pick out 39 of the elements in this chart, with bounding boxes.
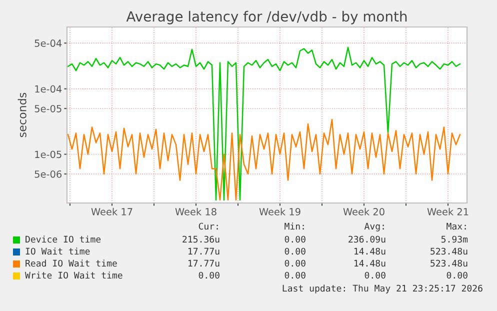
text: 523.48u xyxy=(430,248,468,255)
x-tick-label: Week 18 xyxy=(175,208,216,216)
text: 17.77u xyxy=(188,260,220,267)
legend-label: IO Wait time xyxy=(26,248,90,255)
text: 0.00 xyxy=(284,236,306,243)
text: 14.48u xyxy=(354,248,386,255)
text: 0.00 xyxy=(284,260,306,267)
x-tick-label: Week 21 xyxy=(427,208,468,216)
y-tick-label: 5e-05 xyxy=(34,104,62,112)
x-tick-label: Week 19 xyxy=(259,208,300,216)
text: 0.00 xyxy=(284,248,306,255)
text: Avg: xyxy=(364,222,384,232)
text: 0.00 xyxy=(284,272,306,279)
x-tick-label: Week 20 xyxy=(343,208,384,216)
chart-title: Average latency for /dev/vdb - by month xyxy=(126,10,407,24)
legend-label: Read IO Wait time xyxy=(26,260,117,267)
text: 0.00 xyxy=(364,272,386,279)
text: 17.77u xyxy=(188,248,220,255)
text: 5.93m xyxy=(441,236,468,243)
text: Min: xyxy=(284,222,304,230)
x-tick-label: Week 17 xyxy=(91,208,132,216)
text: 14.48u xyxy=(354,260,386,267)
text: 236.09u xyxy=(348,236,386,243)
text: Max: xyxy=(446,222,466,230)
legend-label: Write IO Wait time xyxy=(25,272,122,279)
text: Cur: xyxy=(198,222,218,230)
text: 523.48u xyxy=(430,260,468,267)
legend-label: Device IO time xyxy=(26,236,101,243)
text: Last update: Thu May 21 23:25:17 2026 xyxy=(282,284,482,294)
line-series xyxy=(67,46,461,201)
y-tick-label: 1e-04 xyxy=(35,85,62,93)
y-tick-label: 1e-05 xyxy=(35,150,62,158)
text: 215.36u xyxy=(182,236,220,243)
y-tick-label: 5e-06 xyxy=(34,170,62,178)
text: 0.00 xyxy=(446,272,468,279)
y-axis-title: seconds xyxy=(18,92,26,138)
y-tick-label: 5e-04 xyxy=(34,40,62,47)
line-series xyxy=(67,118,461,201)
text: 0.00 xyxy=(198,272,220,279)
